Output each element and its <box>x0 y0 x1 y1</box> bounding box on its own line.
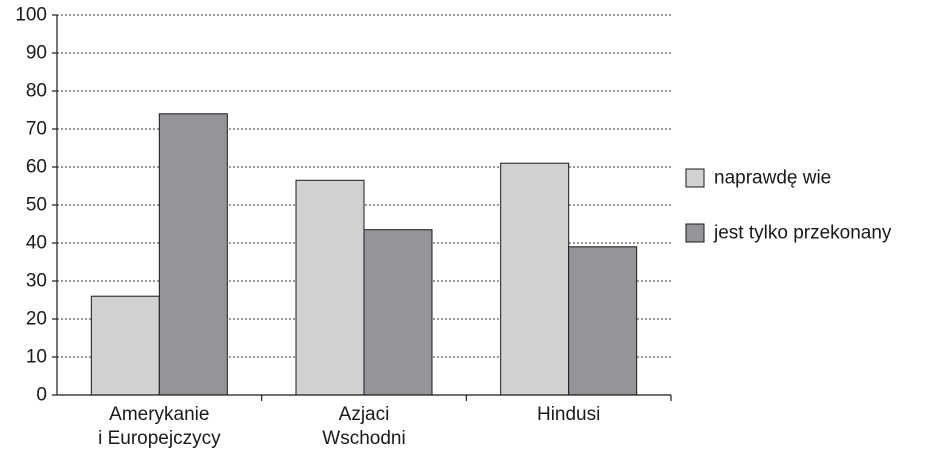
legend: naprawdę wie jest tylko przekonany <box>685 168 892 244</box>
x-category-label: Azjaci <box>339 404 390 425</box>
y-tick-label: 100 <box>15 5 47 26</box>
bar-naprawde-wie <box>90 295 160 396</box>
legend-swatch <box>685 223 705 243</box>
legend-swatch <box>685 168 705 188</box>
y-tick-label: 0 <box>36 385 47 406</box>
y-tick-label: 40 <box>26 233 47 254</box>
y-tick-label: 20 <box>26 309 47 330</box>
y-tick-label: 60 <box>26 157 47 178</box>
bar-jest-tylko-przekonany <box>568 246 638 396</box>
y-tick-label: 70 <box>26 119 47 140</box>
x-category-label: Wschodni <box>322 428 405 449</box>
y-tick-label: 10 <box>26 347 47 368</box>
bar-jest-tylko-przekonany <box>158 113 228 396</box>
y-tick-label: 90 <box>26 43 47 64</box>
y-tick-label: 80 <box>26 81 47 102</box>
bar-naprawde-wie <box>500 162 570 396</box>
bar-jest-tylko-przekonany <box>363 229 433 396</box>
x-category-label: Amerykanie <box>109 404 209 425</box>
x-axis-ticks: Amerykanie i Europejczycy Azjaci Wschodni Hi… <box>98 395 672 449</box>
legend-label: naprawdę wie <box>714 168 831 189</box>
y-tick-label: 50 <box>26 195 47 216</box>
x-category-label: Hindusi <box>537 404 600 425</box>
y-axis-ticks: 0 10 20 30 40 50 60 70 80 90 100 <box>15 5 57 406</box>
bar-naprawde-wie <box>295 179 365 396</box>
y-tick-label: 30 <box>26 271 47 292</box>
bars <box>90 113 638 396</box>
x-category-label: i Europejczycy <box>98 428 221 449</box>
legend-label: jest tylko przekonany <box>713 223 892 244</box>
